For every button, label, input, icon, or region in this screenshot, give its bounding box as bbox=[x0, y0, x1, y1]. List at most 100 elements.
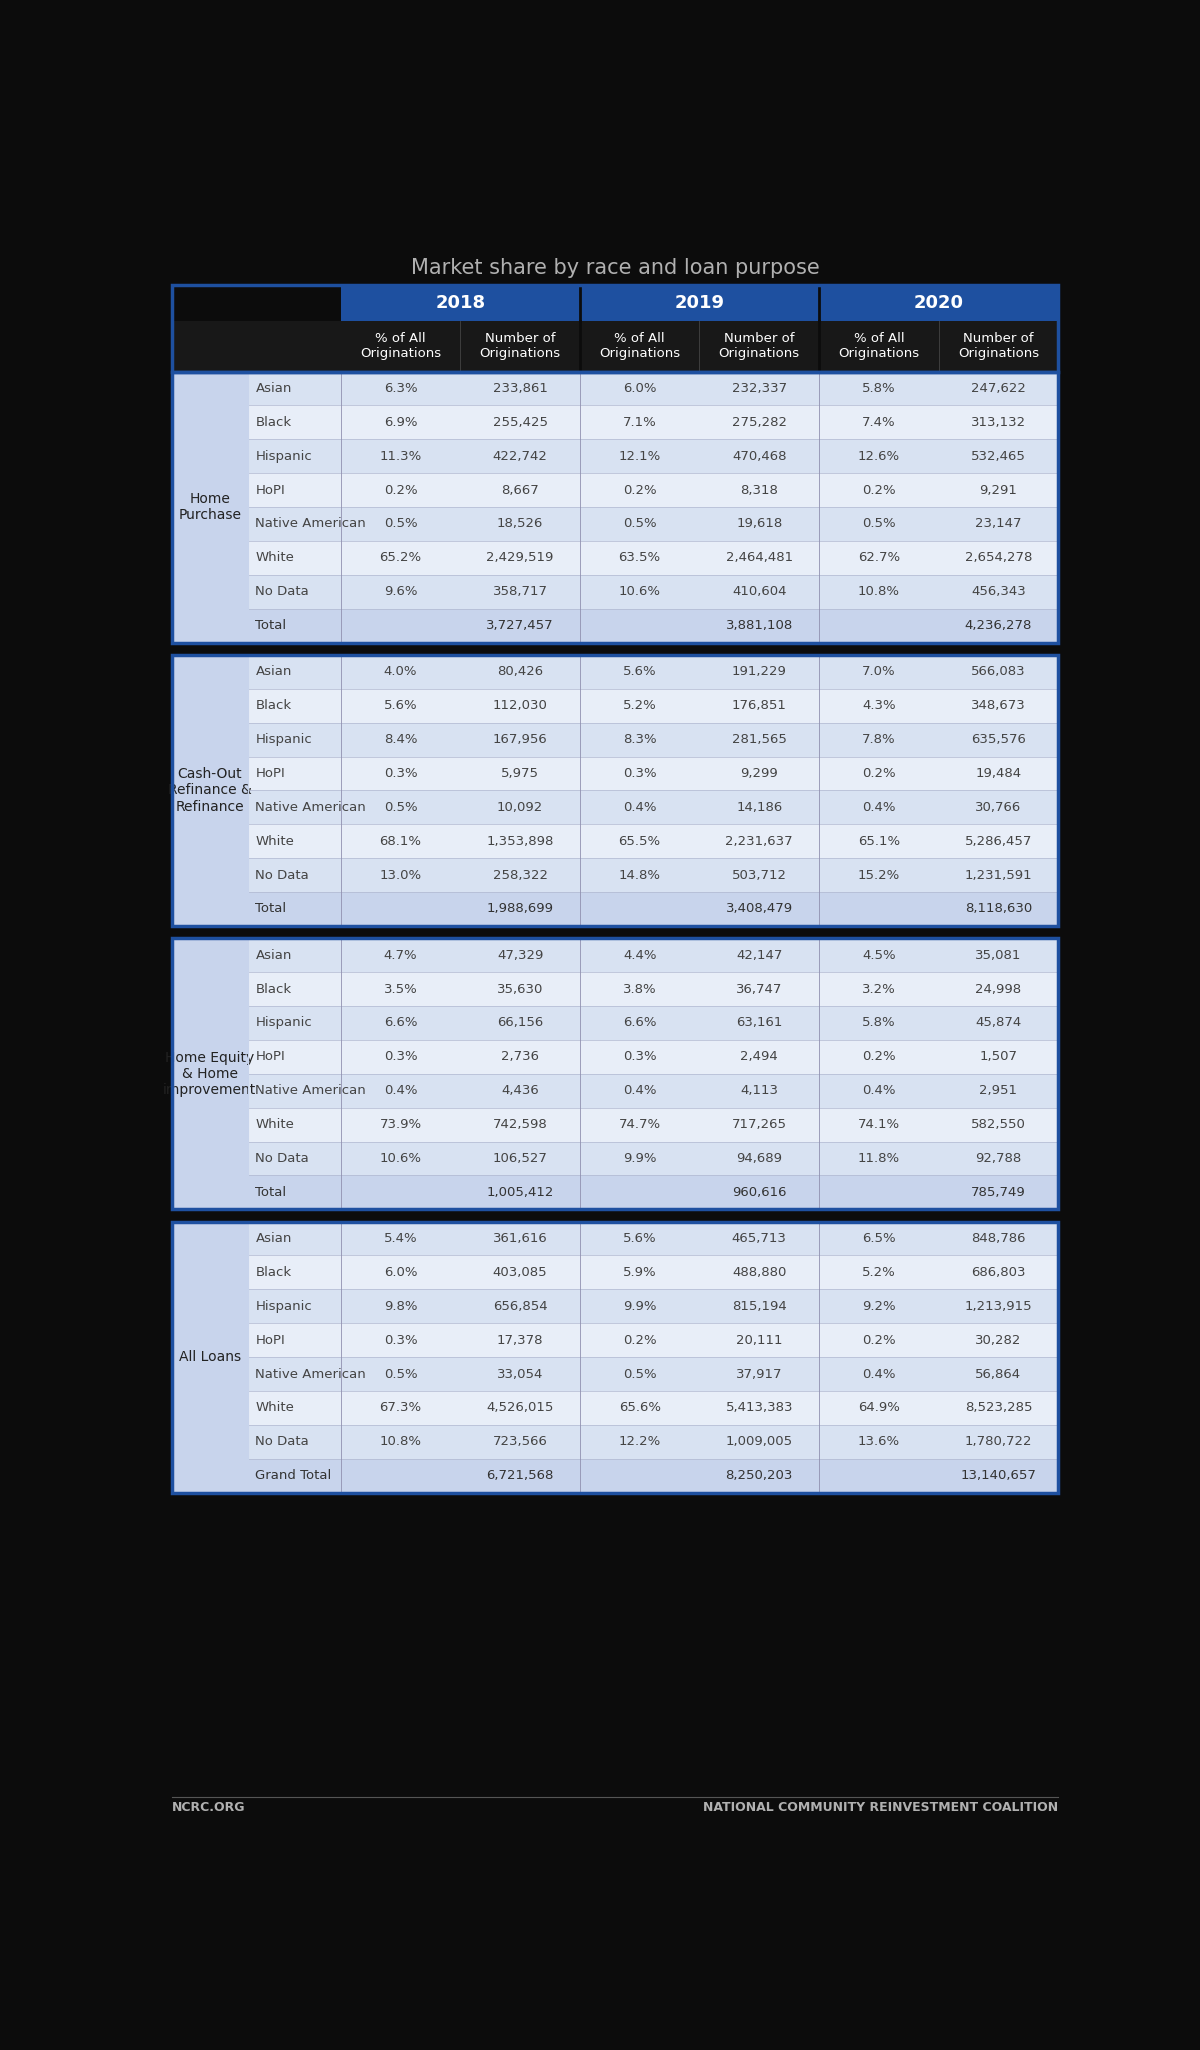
Text: Number of
Originations: Number of Originations bbox=[958, 332, 1039, 361]
Text: 47,329: 47,329 bbox=[497, 949, 544, 961]
Text: 1,009,005: 1,009,005 bbox=[726, 1435, 793, 1447]
Text: 167,956: 167,956 bbox=[493, 734, 547, 746]
Text: 65.1%: 65.1% bbox=[858, 834, 900, 849]
Text: 15.2%: 15.2% bbox=[858, 869, 900, 882]
Bar bbox=[938, 1289, 1058, 1322]
Bar bbox=[580, 574, 700, 609]
Bar bbox=[820, 1289, 938, 1322]
Text: 456,343: 456,343 bbox=[971, 584, 1026, 599]
Text: 0.3%: 0.3% bbox=[623, 767, 656, 779]
Text: 9.6%: 9.6% bbox=[384, 584, 418, 599]
Bar bbox=[580, 1142, 700, 1175]
Text: 233,861: 233,861 bbox=[493, 381, 547, 396]
Text: 0.4%: 0.4% bbox=[862, 1367, 895, 1380]
Text: No Data: No Data bbox=[256, 1435, 310, 1447]
Bar bbox=[938, 474, 1058, 506]
Text: Black: Black bbox=[256, 416, 292, 428]
Bar bbox=[820, 939, 938, 972]
Bar bbox=[341, 1392, 461, 1425]
Bar bbox=[461, 939, 580, 972]
Bar bbox=[700, 756, 820, 791]
Text: 56,864: 56,864 bbox=[976, 1367, 1021, 1380]
Bar bbox=[820, 1222, 938, 1255]
Bar bbox=[247, 541, 341, 574]
Bar bbox=[247, 1357, 341, 1392]
Text: 247,622: 247,622 bbox=[971, 381, 1026, 396]
Text: 13,140,657: 13,140,657 bbox=[960, 1470, 1037, 1482]
Bar bbox=[820, 1074, 938, 1107]
Text: 742,598: 742,598 bbox=[493, 1117, 547, 1132]
Bar bbox=[341, 371, 461, 406]
Text: 7.4%: 7.4% bbox=[862, 416, 895, 428]
Bar bbox=[341, 1142, 461, 1175]
Text: Home
Purchase: Home Purchase bbox=[178, 492, 241, 523]
Bar bbox=[700, 859, 820, 892]
Text: 3,727,457: 3,727,457 bbox=[486, 619, 554, 631]
Text: 42,147: 42,147 bbox=[736, 949, 782, 961]
Text: 10.6%: 10.6% bbox=[379, 1152, 421, 1164]
Text: 0.5%: 0.5% bbox=[384, 1367, 418, 1380]
Bar bbox=[938, 1107, 1058, 1142]
Text: 23,147: 23,147 bbox=[976, 517, 1021, 531]
Text: 68.1%: 68.1% bbox=[379, 834, 421, 849]
Text: Number of
Originations: Number of Originations bbox=[480, 332, 560, 361]
Bar bbox=[341, 285, 580, 322]
Bar bbox=[938, 1357, 1058, 1392]
Text: 532,465: 532,465 bbox=[971, 449, 1026, 463]
Text: 785,749: 785,749 bbox=[971, 1185, 1026, 1199]
Bar bbox=[461, 1357, 580, 1392]
Text: 1,780,722: 1,780,722 bbox=[965, 1435, 1032, 1447]
Text: White: White bbox=[256, 1117, 294, 1132]
Text: 106,527: 106,527 bbox=[493, 1152, 547, 1164]
Bar bbox=[247, 574, 341, 609]
Bar bbox=[461, 791, 580, 824]
Text: Total: Total bbox=[256, 1185, 287, 1199]
Bar bbox=[820, 1007, 938, 1039]
Bar bbox=[461, 541, 580, 574]
Text: 422,742: 422,742 bbox=[493, 449, 547, 463]
Text: Black: Black bbox=[256, 982, 292, 996]
Bar bbox=[341, 1039, 461, 1074]
Text: 1,005,412: 1,005,412 bbox=[486, 1185, 553, 1199]
Bar bbox=[461, 474, 580, 506]
Text: No Data: No Data bbox=[256, 869, 310, 882]
Text: 848,786: 848,786 bbox=[971, 1232, 1026, 1244]
Bar bbox=[580, 285, 820, 322]
Bar bbox=[938, 1039, 1058, 1074]
Text: 9,299: 9,299 bbox=[740, 767, 778, 779]
Bar bbox=[580, 859, 700, 892]
Bar bbox=[820, 1460, 938, 1492]
Text: 35,081: 35,081 bbox=[976, 949, 1021, 961]
Bar bbox=[820, 285, 1058, 322]
Text: 65.5%: 65.5% bbox=[619, 834, 661, 849]
Text: 258,322: 258,322 bbox=[492, 869, 547, 882]
Bar bbox=[938, 791, 1058, 824]
Text: 4.3%: 4.3% bbox=[862, 699, 895, 711]
Bar bbox=[247, 1107, 341, 1142]
Bar bbox=[461, 1175, 580, 1210]
Text: 63,161: 63,161 bbox=[736, 1017, 782, 1029]
Text: 19,484: 19,484 bbox=[976, 767, 1021, 779]
Bar bbox=[820, 609, 938, 642]
Bar bbox=[938, 824, 1058, 859]
Bar bbox=[938, 1255, 1058, 1289]
Bar bbox=[341, 1425, 461, 1460]
Bar bbox=[580, 1039, 700, 1074]
Text: No Data: No Data bbox=[256, 584, 310, 599]
Text: % of All
Originations: % of All Originations bbox=[599, 332, 680, 361]
Bar bbox=[938, 439, 1058, 474]
Text: 0.3%: 0.3% bbox=[384, 767, 418, 779]
Bar bbox=[341, 1007, 461, 1039]
Bar bbox=[341, 1460, 461, 1492]
Bar bbox=[938, 939, 1058, 972]
Bar bbox=[341, 439, 461, 474]
Bar bbox=[580, 1322, 700, 1357]
Text: 3.2%: 3.2% bbox=[862, 982, 895, 996]
Text: Native American: Native American bbox=[256, 802, 366, 814]
Bar bbox=[580, 1222, 700, 1255]
Text: 36,747: 36,747 bbox=[736, 982, 782, 996]
Text: 232,337: 232,337 bbox=[732, 381, 787, 396]
Bar bbox=[247, 439, 341, 474]
Bar bbox=[700, 1039, 820, 1074]
Bar bbox=[580, 609, 700, 642]
